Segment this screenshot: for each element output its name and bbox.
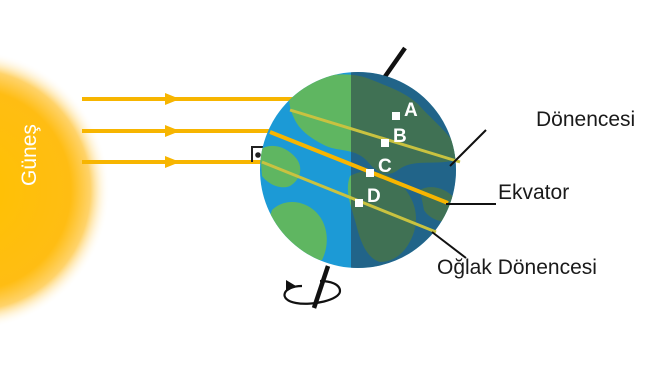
earth-globe bbox=[260, 72, 461, 268]
equator-line bbox=[269, 130, 449, 205]
right-angle-marker bbox=[251, 146, 266, 162]
tropic-capricorn-label: Oğlak Dönencesi bbox=[437, 256, 597, 279]
point-markers bbox=[355, 112, 400, 207]
sun bbox=[0, 53, 110, 327]
tropic-cancer-label: Dönencesi bbox=[536, 108, 636, 131]
point-a-label: A bbox=[404, 100, 418, 121]
point-a-marker bbox=[392, 112, 400, 120]
ray-arrowhead-2 bbox=[165, 125, 180, 137]
leader-line-tropic-capricorn bbox=[431, 231, 467, 259]
point-b-label: B bbox=[393, 126, 407, 147]
tropic-cancer-line bbox=[289, 108, 461, 164]
earth-axis-top bbox=[382, 46, 407, 80]
point-b-marker bbox=[381, 139, 389, 147]
equator-label: Ekvator bbox=[498, 181, 570, 204]
point-c-marker bbox=[366, 169, 374, 177]
ray-arrowhead-1 bbox=[165, 93, 180, 105]
rotation-arrow bbox=[283, 279, 342, 305]
ray-arrowhead-3 bbox=[165, 156, 180, 168]
point-d-marker bbox=[355, 199, 363, 207]
earth-axis-bottom bbox=[311, 265, 331, 309]
point-d-label: D bbox=[367, 186, 381, 207]
point-c-label: C bbox=[378, 156, 392, 177]
tropic-capricorn-line bbox=[261, 160, 437, 234]
sun-rays bbox=[82, 93, 300, 168]
sun-label: Güneş bbox=[18, 124, 41, 186]
leader-line-tropic-cancer bbox=[449, 129, 487, 167]
landmass-west bbox=[260, 145, 301, 188]
